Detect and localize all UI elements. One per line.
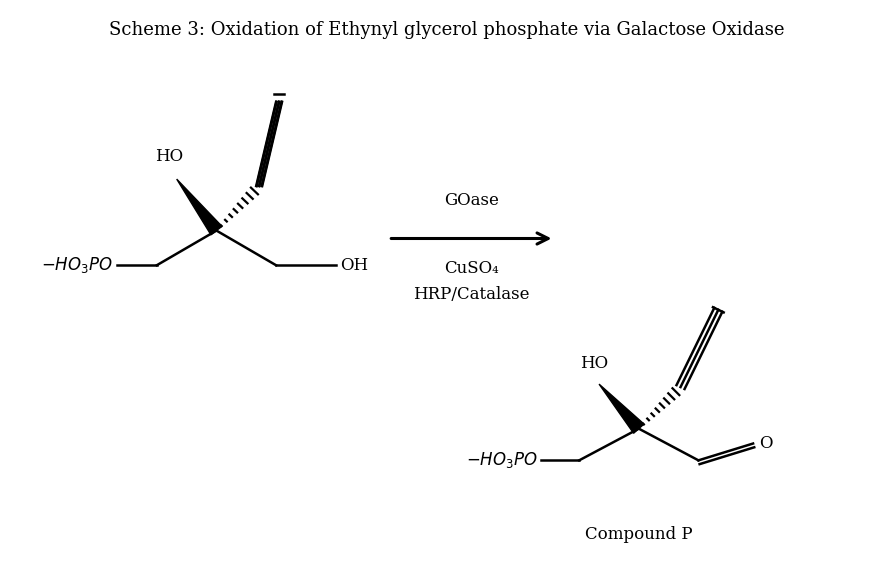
Text: O: O — [758, 435, 772, 452]
Text: HO: HO — [579, 355, 607, 372]
Text: Scheme 3: Oxidation of Ethynyl glycerol phosphate via Galactose Oxidase: Scheme 3: Oxidation of Ethynyl glycerol … — [109, 21, 784, 39]
Polygon shape — [598, 384, 644, 433]
Text: HRP/Catalase: HRP/Catalase — [413, 286, 529, 303]
Text: CuSO₄: CuSO₄ — [443, 260, 498, 277]
Text: Compound P: Compound P — [585, 525, 692, 542]
Text: $-HO_3PO$: $-HO_3PO$ — [41, 255, 113, 276]
Text: OH: OH — [340, 257, 367, 274]
Polygon shape — [176, 179, 222, 235]
Text: $-HO_3PO$: $-HO_3PO$ — [465, 450, 536, 470]
Text: GOase: GOase — [443, 192, 498, 209]
Text: HO: HO — [155, 148, 182, 165]
